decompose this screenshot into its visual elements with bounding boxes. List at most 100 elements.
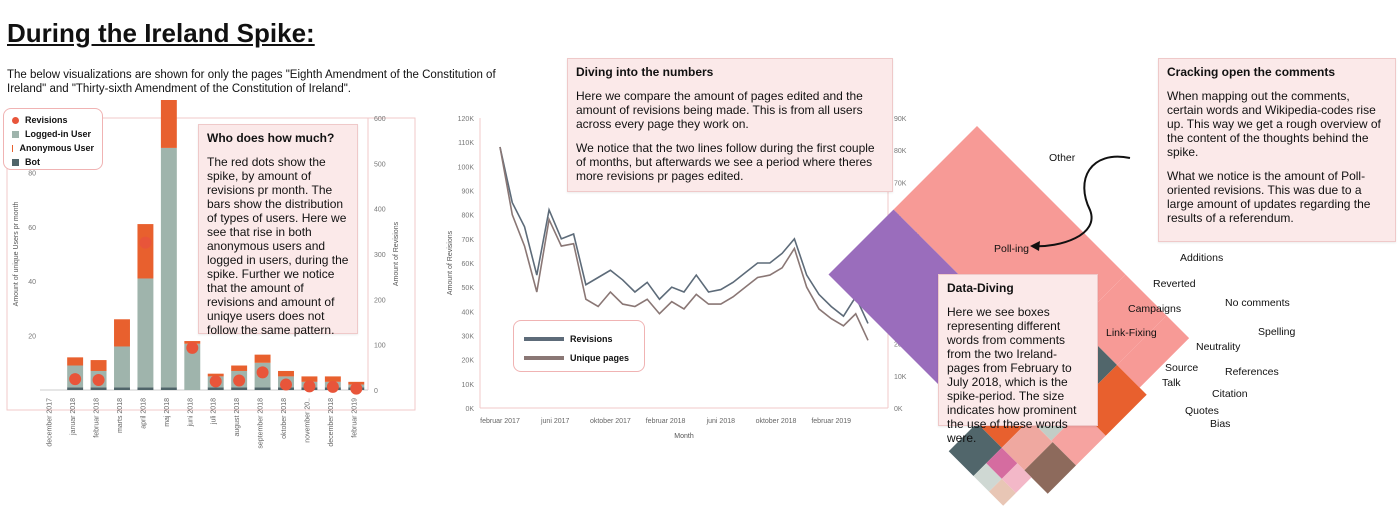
note-body: The red dots show the spike, by amount o… bbox=[207, 155, 349, 337]
bar-bot bbox=[137, 387, 154, 390]
x-tick-label: april 2018 bbox=[140, 398, 147, 429]
y-tick-label: 20 bbox=[28, 334, 36, 341]
tm-label-spelling: Spelling bbox=[1258, 326, 1296, 338]
note-title: Diving into the numbers bbox=[576, 65, 714, 79]
bar-anon bbox=[324, 376, 341, 382]
y2-tick-label: 600 bbox=[374, 116, 386, 123]
revision-dot bbox=[256, 366, 269, 379]
revision-dot bbox=[186, 341, 199, 354]
bar-anon bbox=[231, 365, 248, 371]
note-diving: Diving into the numbers Here we compare … bbox=[567, 58, 893, 192]
revisions-line bbox=[499, 146, 869, 324]
bar-bot bbox=[207, 387, 224, 390]
bar-logged bbox=[184, 343, 201, 390]
y2-tick-label: 80K bbox=[894, 148, 907, 155]
tm-label-bias: Bias bbox=[1210, 418, 1231, 430]
tm-label-polling: Poll-ing bbox=[994, 243, 1030, 255]
line-swatch-icon bbox=[524, 355, 564, 360]
arrow-annotation bbox=[1030, 155, 1131, 251]
revision-dot bbox=[139, 236, 152, 249]
legend-item-logged: Logged-in User bbox=[12, 127, 94, 141]
x-tick-label: maj 2018 bbox=[164, 398, 171, 427]
x-tick-label: november 20.. bbox=[304, 398, 311, 443]
tm-label-source: Source bbox=[1165, 362, 1199, 374]
intro-text: The below visualizations are shown for o… bbox=[7, 69, 496, 95]
legend-item-revisions: Revisions bbox=[12, 113, 94, 127]
y-tick-label: 40K bbox=[462, 309, 475, 316]
x-tick-label: februar 2018 bbox=[646, 418, 686, 425]
y-tick-label: 80 bbox=[28, 170, 36, 177]
bar-anon bbox=[90, 360, 107, 371]
x-tick-label: marts 2018 bbox=[117, 398, 124, 433]
x-tick-label: juni 2018 bbox=[187, 398, 194, 428]
note-body-1: When mapping out the comments, certain w… bbox=[1167, 89, 1381, 159]
revision-dot bbox=[233, 374, 246, 387]
square-icon bbox=[12, 158, 19, 166]
x-tick-label: februar 2018 bbox=[94, 398, 101, 438]
bar-logged bbox=[137, 278, 154, 388]
y2-axis-title: Amount of Revisions bbox=[393, 221, 400, 286]
x-tick-label: juni 2017 bbox=[540, 418, 570, 425]
x-tick-label: juni 2018 bbox=[706, 418, 736, 425]
circle-icon bbox=[12, 116, 19, 124]
revision-dot bbox=[280, 378, 292, 391]
tm-label-reverted: Reverted bbox=[1153, 278, 1196, 290]
revision-dot bbox=[303, 380, 316, 393]
tm-label-campaigns: Campaigns bbox=[1128, 303, 1182, 315]
y-tick-label: 90K bbox=[462, 189, 475, 196]
y-tick-label: 100K bbox=[458, 164, 475, 171]
bar-bot bbox=[67, 387, 84, 390]
note-title: Data-Diving bbox=[947, 281, 1014, 295]
tm-label-references: References bbox=[1225, 366, 1279, 378]
revision-dot bbox=[69, 373, 82, 386]
y-tick-label: 60 bbox=[28, 225, 36, 232]
square-icon bbox=[12, 144, 14, 152]
unique-pages-line bbox=[499, 146, 869, 341]
tm-label-talk: Talk bbox=[1162, 377, 1181, 389]
x-tick-label: oktober 2018 bbox=[756, 418, 797, 425]
y-tick-label: 50K bbox=[462, 285, 475, 292]
bar-anon bbox=[114, 319, 130, 347]
y2-tick-label: 70K bbox=[894, 180, 907, 187]
revision-dot bbox=[209, 375, 222, 388]
legend-item-revisions-line: Revisions bbox=[524, 329, 634, 348]
y-tick-label: 0K bbox=[465, 406, 474, 413]
line-swatch-icon bbox=[524, 336, 564, 341]
note-who-does-how-much: Who does how much? The red dots show the… bbox=[198, 124, 358, 337]
y-tick-label: 40 bbox=[28, 279, 36, 286]
y2-tick-label: 0K bbox=[894, 406, 903, 413]
arrow-head-icon bbox=[1030, 241, 1040, 251]
x-tick-label: januar 2018 bbox=[70, 398, 77, 436]
legend-item-pages-line: Unique pages bbox=[524, 348, 634, 367]
bar-anon bbox=[278, 370, 294, 377]
x-tick-label: februar 2017 bbox=[480, 418, 520, 425]
x-tick-label: august 2018 bbox=[234, 398, 241, 437]
x-tick-label: oktober 2017 bbox=[590, 418, 631, 425]
bar-logged bbox=[160, 147, 177, 388]
bar-bot bbox=[90, 387, 107, 390]
x-tick-label: december 2017 bbox=[47, 398, 54, 447]
tm-label-quotes: Quotes bbox=[1185, 405, 1219, 417]
bar-chart-legend: Revisions Logged-in User Anonymous User … bbox=[3, 108, 103, 170]
note-data-diving: Data-Diving Here we see boxes representi… bbox=[938, 274, 1098, 445]
bar-anon bbox=[301, 376, 318, 382]
y2-tick-label: 500 bbox=[374, 161, 386, 168]
tm-label-additions: Additions bbox=[1180, 252, 1224, 264]
y-axis-title: Amount of Revisions bbox=[447, 230, 454, 295]
users-bar-chart: 20 40 60 80 0 100 200 300 400 500 600 Amount of uni… bbox=[6, 100, 416, 449]
y-tick-label: 70K bbox=[462, 237, 475, 244]
y-tick-label: 10K bbox=[462, 382, 475, 389]
revision-dot bbox=[92, 374, 105, 387]
note-body: Here we see boxes representing different… bbox=[947, 305, 1077, 445]
y-tick-label: 110K bbox=[458, 140, 474, 147]
x-tick-label: oktober 2018 bbox=[281, 398, 288, 439]
bar-anon bbox=[207, 373, 224, 377]
bar-anon bbox=[254, 354, 271, 363]
y2-tick-label: 200 bbox=[374, 297, 386, 304]
square-icon bbox=[12, 130, 19, 138]
tm-label-neutrality: Neutrality bbox=[1196, 341, 1241, 353]
y2-tick-label: 90K bbox=[894, 116, 907, 123]
y-axis-title: Amount of unique Users pr month bbox=[13, 202, 20, 307]
y-tick-label: 30K bbox=[462, 334, 475, 341]
page-title: During the Ireland Spike: bbox=[7, 18, 315, 48]
